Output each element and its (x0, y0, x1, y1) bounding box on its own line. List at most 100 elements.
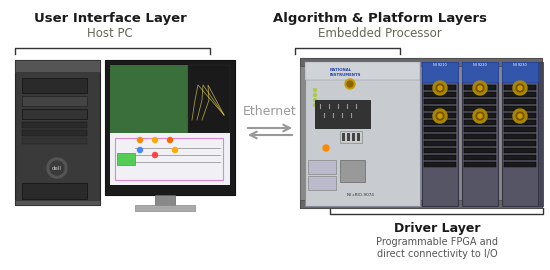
Bar (464, 162, 496, 167)
Bar (308, 176, 336, 190)
Circle shape (314, 93, 316, 96)
Bar (110, 133, 230, 185)
Circle shape (513, 109, 527, 123)
Text: Ethernet: Ethernet (243, 105, 297, 118)
Bar (110, 65, 230, 133)
Bar (22, 122, 87, 128)
Circle shape (518, 86, 522, 90)
Bar (424, 85, 456, 90)
Bar (424, 148, 456, 153)
Circle shape (436, 112, 444, 120)
Bar (504, 106, 536, 111)
Bar (22, 183, 87, 199)
Bar (300, 200, 542, 208)
Circle shape (516, 84, 524, 92)
Circle shape (433, 109, 447, 123)
Bar (504, 134, 536, 139)
Circle shape (478, 86, 482, 90)
Bar (155, 195, 175, 207)
Bar (462, 62, 498, 206)
Circle shape (438, 114, 442, 118)
Text: dell: dell (52, 166, 62, 170)
Bar (22, 96, 87, 106)
Bar (424, 134, 456, 139)
Bar (424, 99, 456, 104)
Bar (464, 120, 496, 125)
Text: NI 9210: NI 9210 (433, 63, 447, 67)
Circle shape (168, 137, 173, 143)
Bar (424, 92, 456, 97)
Circle shape (152, 137, 157, 143)
Bar (300, 58, 542, 208)
Bar (305, 62, 420, 80)
Bar (504, 113, 536, 118)
Circle shape (314, 99, 316, 102)
Circle shape (436, 84, 444, 92)
Circle shape (518, 114, 522, 118)
Bar (300, 58, 542, 66)
Text: Driver Layer: Driver Layer (394, 222, 480, 235)
Bar (504, 92, 536, 97)
Bar (340, 160, 365, 182)
Bar (504, 99, 536, 104)
Circle shape (323, 145, 329, 151)
Bar (424, 127, 456, 132)
Text: Embedded Processor: Embedded Processor (318, 27, 442, 40)
Circle shape (314, 89, 316, 92)
Text: Host PC: Host PC (87, 27, 133, 40)
Text: Programmable FPGA and: Programmable FPGA and (376, 237, 498, 247)
Bar (422, 62, 458, 82)
Circle shape (314, 103, 316, 106)
Bar (464, 113, 496, 118)
Bar (464, 127, 496, 132)
Circle shape (138, 137, 142, 143)
Bar (352, 133, 355, 141)
Bar (15, 60, 100, 72)
Text: direct connectivity to I/O: direct connectivity to I/O (377, 249, 497, 259)
Bar (538, 62, 543, 206)
Text: NATIONAL
INSTRUMENTS: NATIONAL INSTRUMENTS (330, 68, 361, 77)
Circle shape (513, 81, 527, 95)
Bar (504, 155, 536, 160)
Text: NI 9220: NI 9220 (473, 63, 487, 67)
Bar (305, 62, 420, 206)
Text: NI cRIO-9074: NI cRIO-9074 (346, 193, 373, 197)
Bar (424, 113, 456, 118)
Bar (504, 162, 536, 167)
Bar (464, 85, 496, 90)
Bar (105, 60, 235, 195)
Bar (464, 148, 496, 153)
Circle shape (438, 86, 442, 90)
Bar (464, 92, 496, 97)
Bar (424, 155, 456, 160)
Circle shape (476, 84, 484, 92)
Circle shape (173, 147, 178, 153)
Bar (424, 141, 456, 146)
Bar (340, 131, 362, 143)
Circle shape (476, 112, 484, 120)
Bar (464, 134, 496, 139)
Bar (22, 130, 87, 136)
Bar (462, 62, 498, 82)
Bar (135, 205, 195, 211)
Bar (502, 62, 538, 82)
Bar (424, 162, 456, 167)
Circle shape (138, 147, 142, 153)
Bar (357, 133, 360, 141)
Circle shape (478, 114, 482, 118)
Circle shape (516, 112, 524, 120)
Bar (22, 78, 87, 93)
Circle shape (473, 109, 487, 123)
Bar (422, 62, 458, 206)
Bar (308, 160, 336, 174)
Bar (464, 106, 496, 111)
Bar (464, 141, 496, 146)
Circle shape (433, 81, 447, 95)
Circle shape (152, 153, 157, 157)
Bar (464, 155, 496, 160)
Circle shape (347, 81, 353, 87)
Bar (188, 65, 230, 133)
Bar (110, 65, 230, 185)
Bar (117, 153, 135, 165)
Bar (504, 120, 536, 125)
